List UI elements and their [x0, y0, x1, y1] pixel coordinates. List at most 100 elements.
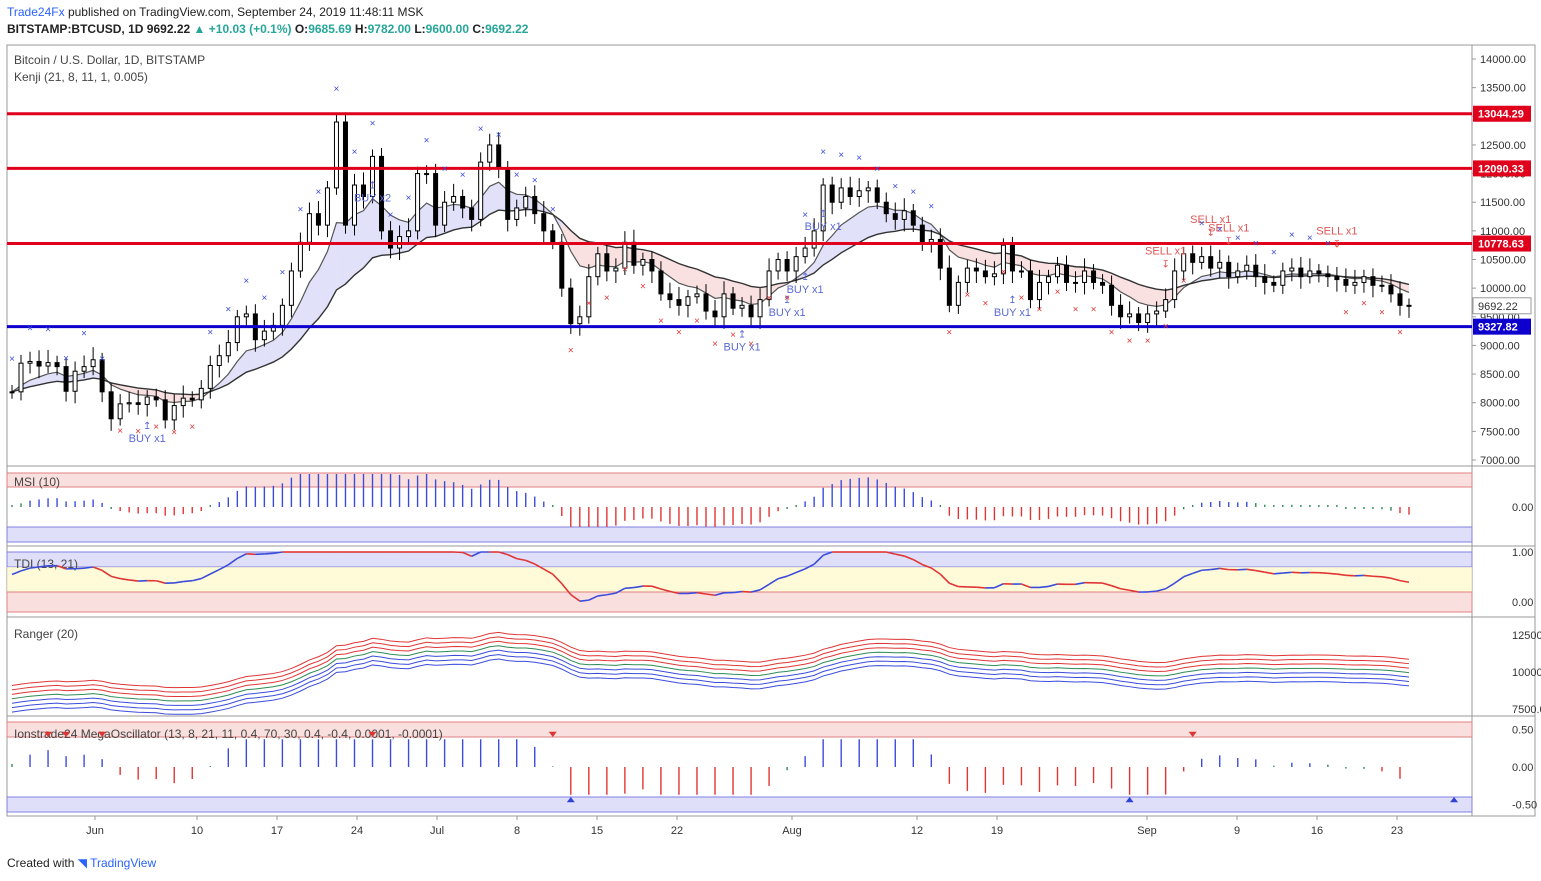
- candle-body: [1127, 313, 1133, 318]
- candle-body: [234, 316, 240, 344]
- candle-body: [1208, 256, 1214, 269]
- tdi-line-segment: [994, 583, 1004, 589]
- signal-x-marker: ×: [640, 282, 646, 293]
- tdi-mid-zone: [7, 567, 1472, 592]
- signal-x-marker: ×: [370, 118, 376, 129]
- tdi-line-segment: [155, 579, 166, 584]
- candle-body: [306, 213, 312, 243]
- signal-x-marker: ×: [1145, 336, 1151, 347]
- candle-body: [973, 267, 979, 272]
- close-label: C:: [472, 22, 486, 36]
- candle-body: [324, 187, 330, 226]
- tdi-line-segment: [1102, 582, 1112, 587]
- kenji-band-fill: [579, 238, 589, 269]
- y-tick-label: 14000.00: [1480, 54, 1526, 66]
- tdi-line-segment: [1147, 590, 1157, 593]
- candle-body: [865, 187, 871, 192]
- tdi-line-segment: [597, 593, 607, 597]
- sell-signal-label: SELL x1: [1190, 214, 1231, 226]
- close-value: 9692.22: [485, 22, 529, 36]
- signal-x-marker: ×: [1307, 233, 1313, 244]
- tdi-line-segment: [912, 558, 923, 566]
- tdi-line-segment: [192, 577, 202, 582]
- candle-body: [883, 201, 889, 215]
- candle-body: [1199, 256, 1205, 263]
- candle-body: [297, 241, 303, 272]
- megaosc-top-marker-icon: [98, 731, 107, 737]
- signal-x-marker: ×: [730, 330, 736, 341]
- tdi-line-segment: [759, 583, 770, 591]
- candle-body: [288, 270, 294, 306]
- candle-body: [54, 362, 60, 368]
- tdi-line-segment: [939, 573, 950, 584]
- x-tick-label: 10: [191, 825, 203, 837]
- high-label: H:: [354, 22, 368, 36]
- x-tick-label: 15: [591, 825, 603, 837]
- candle-body: [1352, 281, 1358, 286]
- tdi-line-segment: [1039, 585, 1049, 589]
- candle-body: [126, 402, 132, 405]
- tdi-line-segment: [777, 575, 788, 580]
- tradingview-link[interactable]: TradingView: [90, 856, 157, 870]
- tdi-line-segment: [236, 553, 247, 560]
- megaosc-top-marker-icon: [548, 731, 557, 737]
- kenji-band-fill: [1399, 282, 1409, 293]
- tdi-line-segment: [1282, 571, 1292, 574]
- kenji-band-fill: [1120, 277, 1130, 297]
- tdi-line-segment: [930, 567, 941, 575]
- kenji-band-fill: [687, 266, 697, 288]
- candle-body: [153, 396, 159, 401]
- candle-body: [658, 270, 664, 295]
- candle-body: [1316, 270, 1322, 275]
- candle-body: [351, 184, 357, 226]
- kenji-band-fill: [958, 244, 968, 260]
- candle-body: [162, 399, 168, 421]
- kenji-band-fill: [859, 207, 869, 243]
- symbol-label: BITSTAMP:BTCUSD, 1D: [7, 22, 144, 36]
- signal-x-marker: ×: [352, 147, 358, 158]
- candle-body: [27, 360, 33, 364]
- publisher-name[interactable]: Trade24Fx: [7, 5, 65, 19]
- candle-body: [18, 362, 24, 393]
- candle-body: [1307, 270, 1313, 278]
- x-tick-label: 24: [351, 825, 363, 837]
- candle-body: [730, 293, 736, 309]
- candle-body: [63, 366, 69, 392]
- candle-body: [1154, 310, 1160, 315]
- kenji-band-fill: [138, 388, 148, 396]
- x-tick-label: Aug: [782, 825, 802, 837]
- tdi-line-segment: [813, 554, 824, 565]
- signal-x-marker: ×: [874, 164, 880, 175]
- tdi-line-segment: [471, 551, 482, 557]
- signal-x-marker: ×: [802, 210, 808, 221]
- candle-body: [189, 397, 195, 401]
- megaosc-top-marker-icon: [44, 731, 53, 737]
- level-price-label: 9327.82: [1478, 322, 1518, 334]
- x-tick-label: 8: [514, 825, 520, 837]
- last-price: 9692.22: [146, 22, 191, 36]
- ranger-line: [11, 649, 1410, 706]
- candle-body: [388, 230, 394, 249]
- megaosc-pane: [6, 715, 1536, 817]
- candle-body: [721, 293, 727, 318]
- candle-body: [685, 296, 691, 306]
- candle-body: [1118, 304, 1124, 318]
- y-tick-label: 12500.00: [1480, 140, 1526, 152]
- sell-arrow-icon: ↧: [1333, 240, 1341, 251]
- tdi-line-segment: [804, 563, 815, 570]
- ranger-line: [11, 631, 1410, 689]
- candle-body: [469, 207, 475, 220]
- x-tick-label: Jul: [430, 825, 444, 837]
- tdi-line-segment: [120, 577, 130, 581]
- candle-body: [1262, 276, 1268, 283]
- signal-x-marker: ×: [189, 422, 195, 433]
- kenji-band-fill: [850, 212, 860, 248]
- signal-x-marker: ×: [1109, 327, 1115, 338]
- signal-x-marker: ×: [1181, 276, 1187, 287]
- candle-body: [1370, 276, 1376, 286]
- tdi-line-segment: [714, 592, 725, 597]
- tdi-line-segment: [75, 567, 85, 570]
- candle-body: [1388, 284, 1394, 295]
- signal-x-marker: ×: [1253, 239, 1259, 250]
